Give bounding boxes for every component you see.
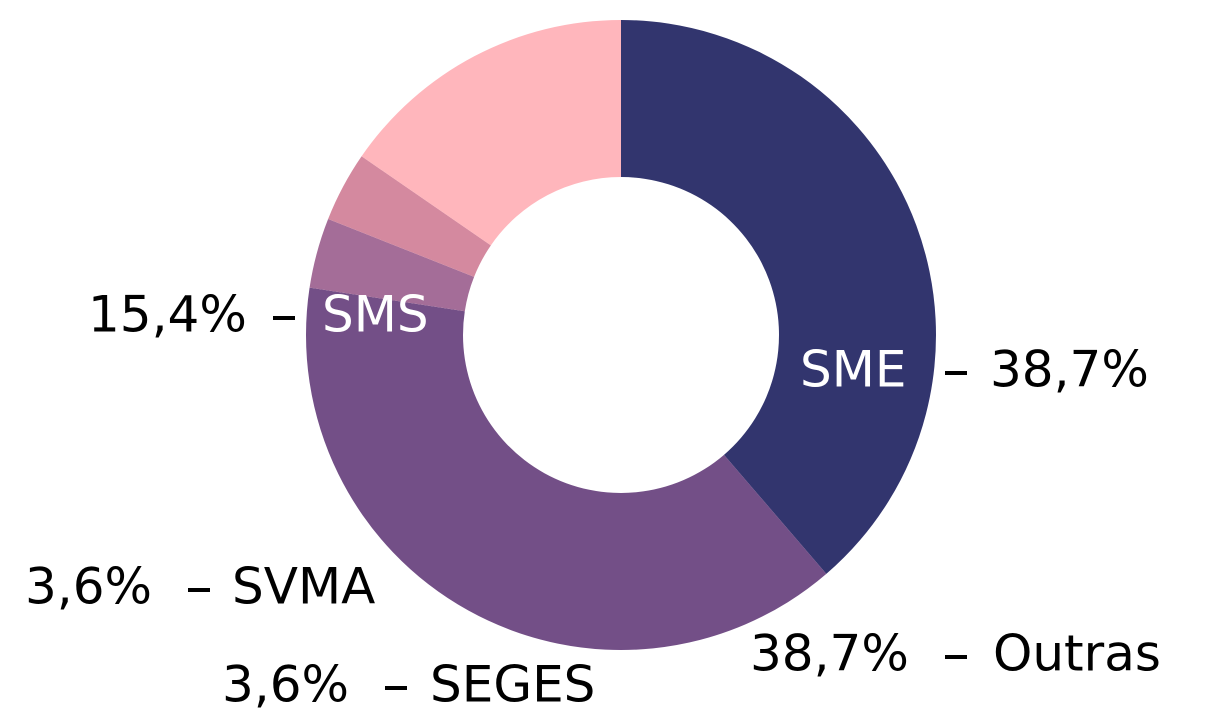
slice-name: SMS xyxy=(322,286,429,344)
donut-slice xyxy=(328,156,491,277)
slice-value-label: 38,7% xyxy=(990,341,1149,399)
slice-value-label: 3,6% xyxy=(25,558,152,616)
slice-name: SME xyxy=(800,341,906,399)
slice-name: Outras xyxy=(993,625,1161,683)
slice-value-label: 15,4% xyxy=(88,286,247,344)
label-dash xyxy=(385,686,407,690)
label-dash xyxy=(273,316,295,320)
slice-value-label: 38,7% xyxy=(750,625,909,683)
donut-slice xyxy=(305,287,827,651)
slice-value-label: 3,6% xyxy=(222,656,349,714)
donut-slice xyxy=(621,20,937,574)
slice-name: SEGES xyxy=(430,656,595,714)
slice-name: SVMA xyxy=(232,558,375,616)
label-dash xyxy=(945,371,967,375)
donut-slice xyxy=(309,219,475,312)
label-dash xyxy=(945,655,967,659)
label-dash xyxy=(188,588,210,592)
donut-slice xyxy=(361,20,621,246)
